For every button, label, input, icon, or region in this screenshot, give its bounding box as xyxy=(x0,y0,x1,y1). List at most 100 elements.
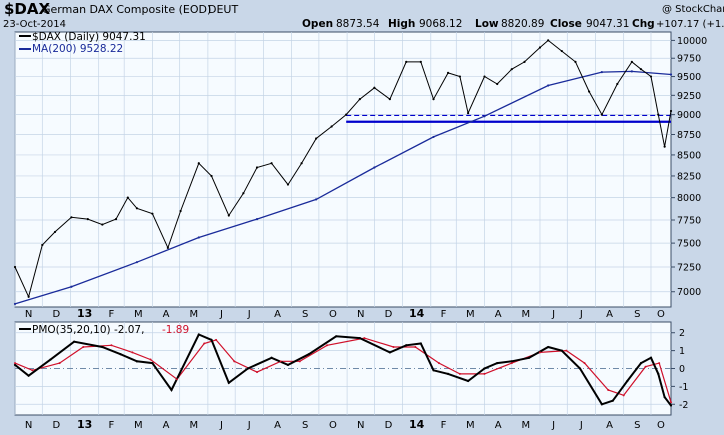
month-label-top: A xyxy=(274,309,281,320)
price-tick-label: 8750 xyxy=(677,130,701,141)
price-point xyxy=(600,113,603,116)
ma-point xyxy=(600,71,603,74)
pmo-point xyxy=(49,358,52,361)
pmo-point xyxy=(496,362,499,365)
pmo-point xyxy=(358,336,361,340)
pmo-point xyxy=(246,367,250,370)
ma-point xyxy=(13,302,17,306)
month-label-top: D xyxy=(53,309,61,320)
pmo-point xyxy=(119,353,122,356)
pmo-signal-point xyxy=(437,362,440,365)
price-point xyxy=(300,162,303,165)
month-label-bottom: F xyxy=(109,420,115,431)
pmo-signal-point xyxy=(565,349,568,352)
pmo-signal-point xyxy=(392,346,395,349)
open-label: Open xyxy=(302,18,333,30)
month-label-top: N xyxy=(25,309,32,320)
pmo-signal-point xyxy=(538,351,541,354)
pmo-point xyxy=(467,379,470,383)
support-lines xyxy=(346,114,671,123)
pmo-point xyxy=(663,396,666,399)
pmo-point xyxy=(197,333,200,336)
price-legend-swatch xyxy=(19,35,31,37)
price-vertices xyxy=(13,39,673,306)
watermark: @ StockCharts.com xyxy=(662,4,724,15)
month-label-bottom: N xyxy=(25,420,32,431)
pmo-signal-point xyxy=(326,344,329,347)
price-point xyxy=(574,60,577,63)
pmo-legend-swatch xyxy=(19,328,31,330)
price-point xyxy=(446,71,450,74)
symbol-title: $DAX xyxy=(4,0,50,18)
ma-point xyxy=(483,115,486,118)
price-point xyxy=(538,46,542,49)
price-point xyxy=(630,60,633,63)
pmo-signal-point xyxy=(110,344,113,347)
pmo-point xyxy=(560,349,563,352)
price-point xyxy=(483,75,486,78)
month-label-top: D xyxy=(385,309,393,320)
pmo-signal-point xyxy=(510,362,513,365)
month-label-top: O xyxy=(657,309,665,320)
pmo-point xyxy=(27,374,30,377)
pmo-axis: 2 1 0 -1 -2 xyxy=(671,328,688,411)
price-tick-label: 9500 xyxy=(677,72,701,83)
pmo-point xyxy=(335,335,338,338)
month-label-top: A xyxy=(163,309,170,320)
month-label-top: M xyxy=(189,309,198,320)
price-tick-label: 9250 xyxy=(677,91,701,102)
month-label-top: S xyxy=(634,309,640,320)
pmo-vertices xyxy=(13,333,673,407)
month-label-bottom: J xyxy=(551,420,555,431)
pmo-grid xyxy=(14,322,671,415)
month-label-bottom: M xyxy=(134,420,143,431)
pmo-signal-point xyxy=(363,337,366,340)
month-axis-bottom: N D 13 F M A M J J A S O N D 14 F M A M J J A S O xyxy=(25,418,665,431)
price-point xyxy=(41,243,44,247)
pmo-signal-point xyxy=(607,388,610,391)
price-point xyxy=(657,113,660,116)
pmo-signal-point xyxy=(483,372,486,375)
pmo-point xyxy=(151,362,154,365)
ma-point xyxy=(197,236,200,239)
ma-point xyxy=(315,198,318,201)
price-point xyxy=(166,246,169,249)
price-point xyxy=(242,192,245,195)
pmo-signal-point xyxy=(583,362,586,365)
pmo-point xyxy=(135,360,139,363)
ohlc-readout: Open 8873.54 High 9068.12 Low 8820.89 Cl… xyxy=(302,18,724,30)
month-label-top: F xyxy=(109,309,115,320)
month-label-top: 13 xyxy=(77,307,92,320)
price-point xyxy=(197,162,200,165)
chg-value: +107.17 (+1.20%) xyxy=(656,19,724,30)
pmo-signal-point xyxy=(203,342,206,345)
pmo-signal-point xyxy=(670,401,672,404)
pmo-signal-point xyxy=(58,362,61,365)
price-bars xyxy=(14,39,672,299)
price-point xyxy=(560,49,563,53)
pmo-tick-label: -2 xyxy=(679,400,688,411)
price-point xyxy=(315,137,318,140)
price-point xyxy=(227,214,230,217)
month-label-top: J xyxy=(219,309,223,320)
month-label-bottom: N xyxy=(357,420,364,431)
pmo-point xyxy=(483,367,486,370)
month-label-bottom: J xyxy=(219,420,223,431)
price-point xyxy=(523,60,526,63)
chart-date: 23-Oct-2014 xyxy=(3,19,66,30)
price-point xyxy=(135,207,139,210)
pmo-signal-point xyxy=(131,351,134,354)
pmo-tick-label: 2 xyxy=(679,328,685,339)
price-tick-label: 10000 xyxy=(677,36,707,47)
month-label-bottom: S xyxy=(302,420,308,431)
pmo-point xyxy=(419,342,422,345)
price-point xyxy=(101,223,104,226)
month-label-bottom: F xyxy=(441,420,447,431)
price-point xyxy=(639,68,643,71)
price-point xyxy=(458,75,462,78)
price-legend: $DAX (Daily) 9047.31 MA(200) 9528.22 xyxy=(19,31,146,55)
pmo-signal-point xyxy=(622,394,625,397)
pmo-signal-point xyxy=(644,365,647,368)
pmo-signal-point xyxy=(215,338,218,341)
month-label-top: J xyxy=(579,309,583,320)
